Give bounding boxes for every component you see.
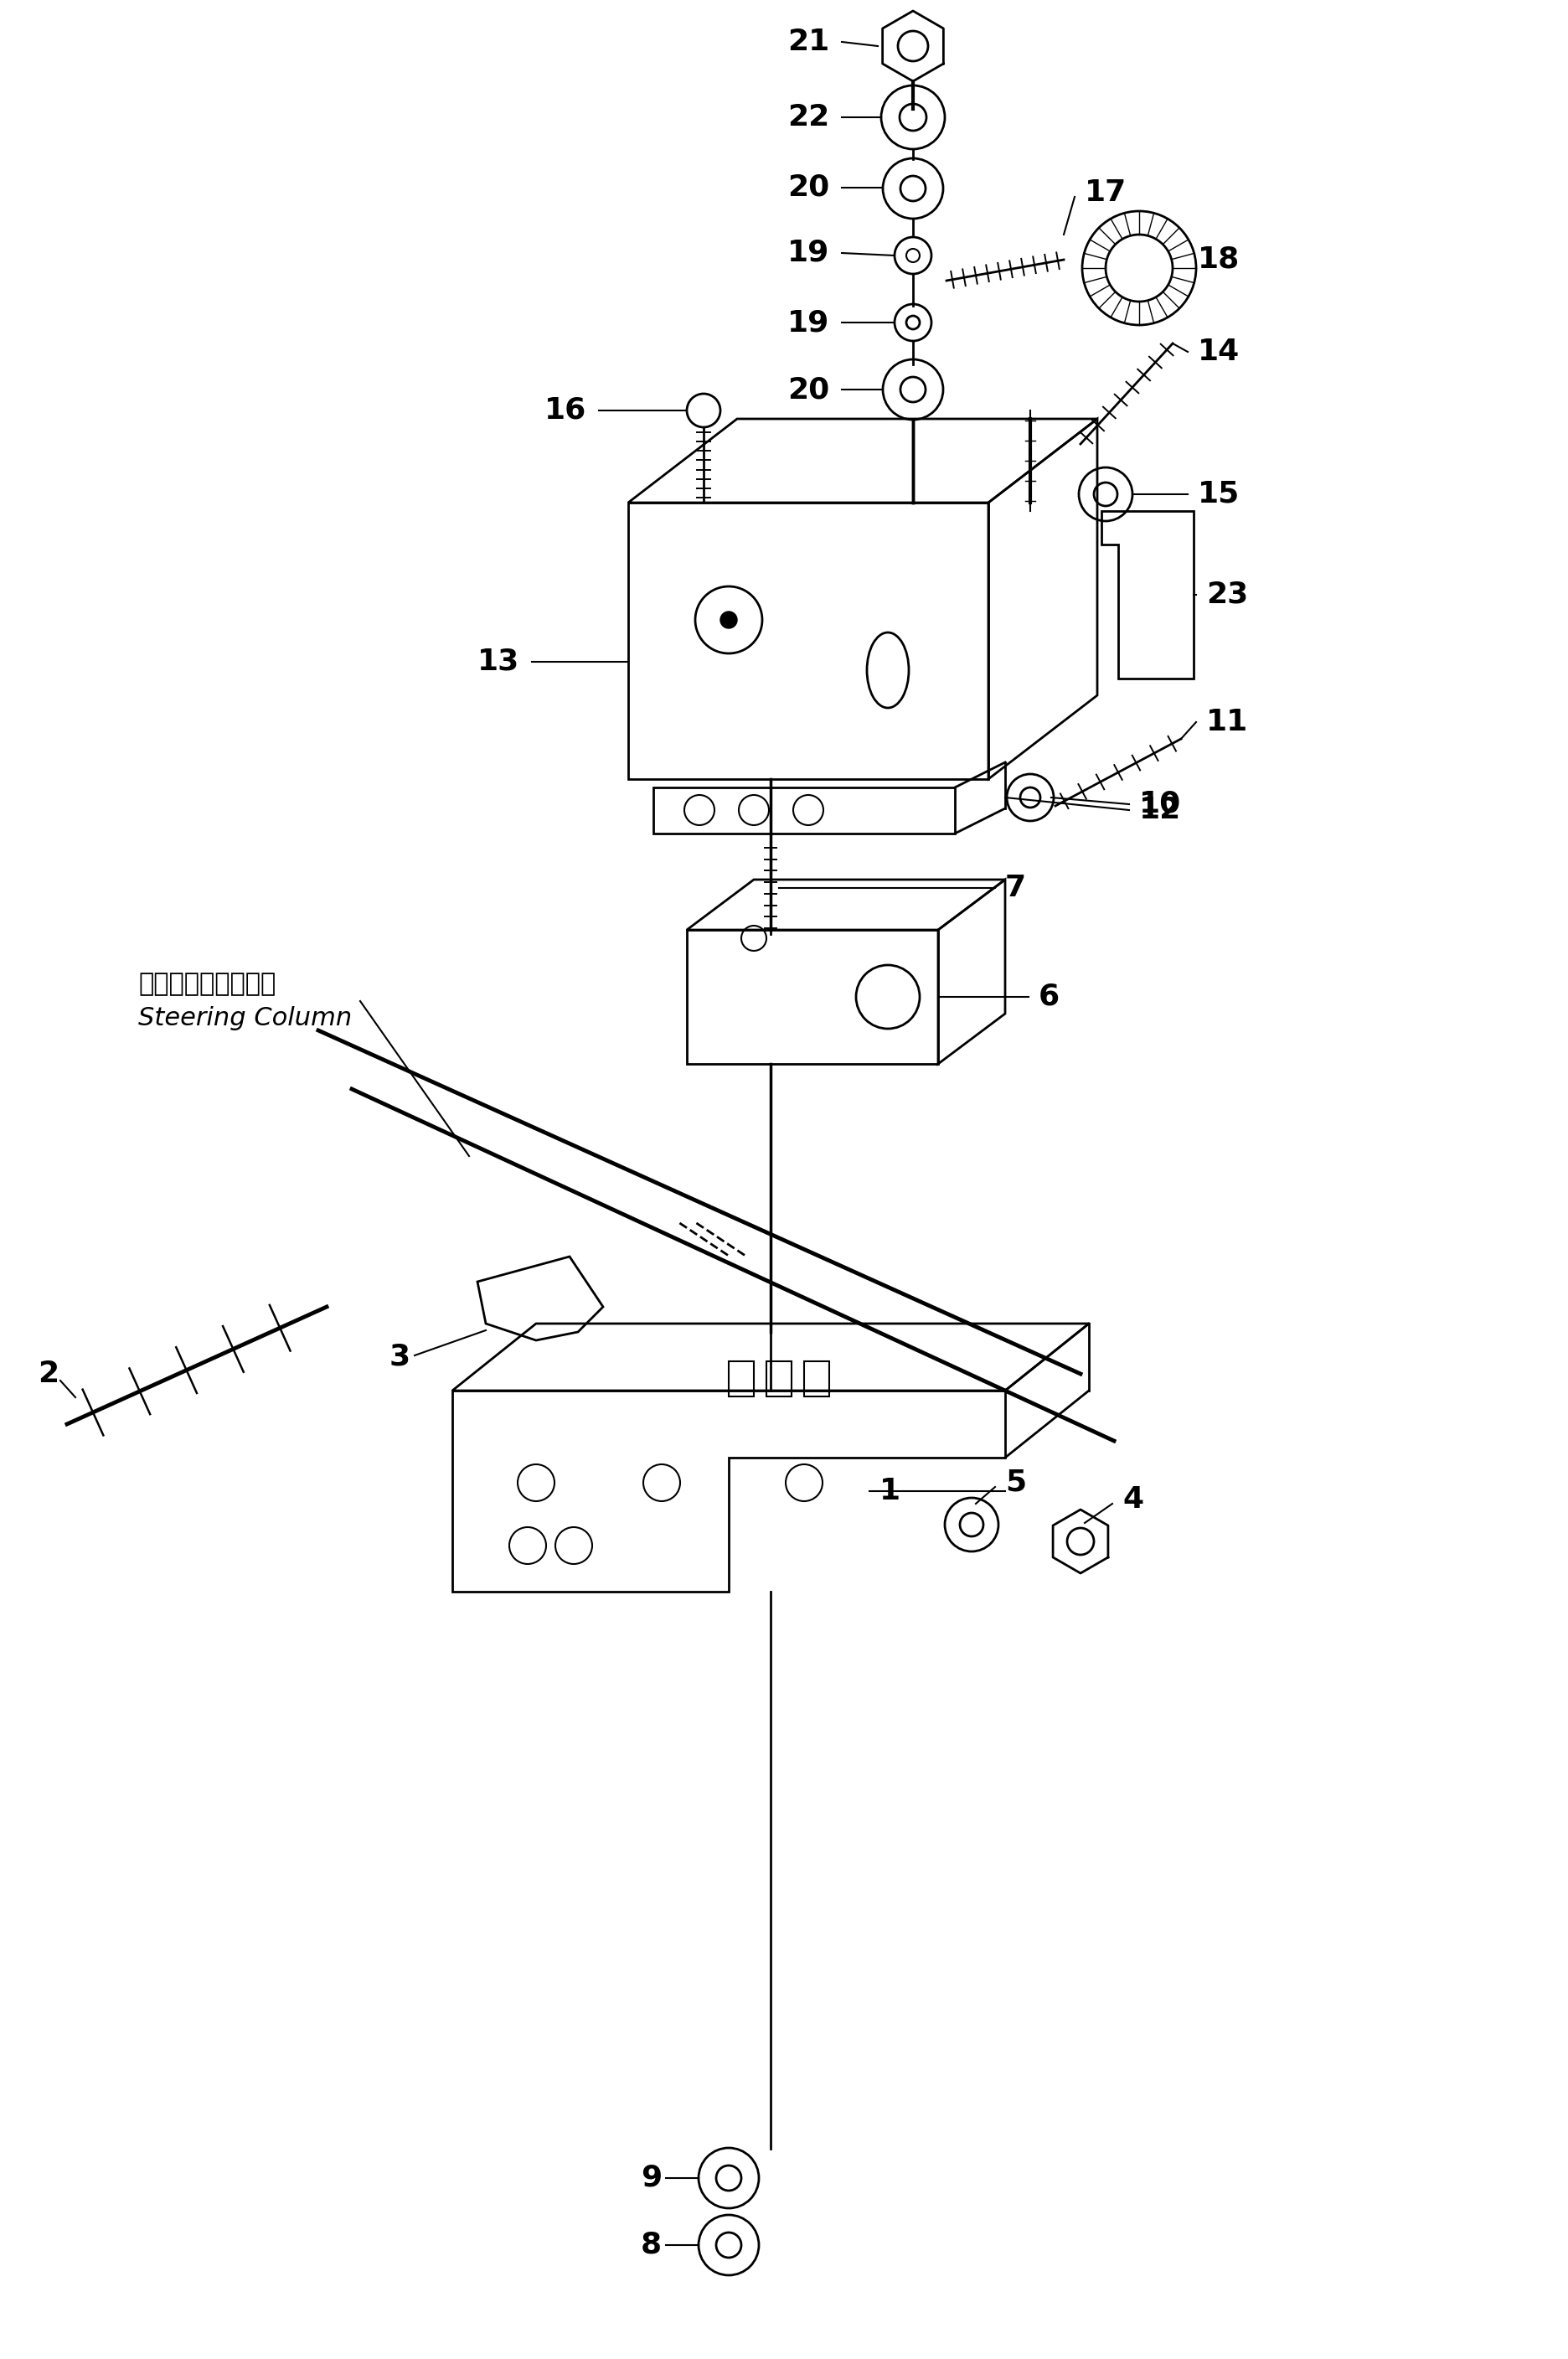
Text: 6: 6 [1038,984,1060,1012]
Text: 21: 21 [787,28,829,57]
Text: 18: 18 [1198,245,1240,274]
Text: 17: 17 [1085,179,1127,208]
Text: 2: 2 [38,1359,58,1387]
Text: 9: 9 [641,2163,662,2192]
Text: 20: 20 [787,375,829,403]
Text: 5: 5 [1005,1470,1025,1498]
Bar [767,1361,792,1397]
Text: 4: 4 [1123,1486,1143,1514]
Text: 19: 19 [787,309,829,337]
Text: 15: 15 [1198,479,1240,510]
Text: 13: 13 [477,649,519,677]
Text: 1: 1 [880,1477,900,1505]
Text: Steering Column: Steering Column [138,1005,351,1031]
Text: 11: 11 [1206,708,1248,736]
Circle shape [720,611,737,627]
Text: 10: 10 [1138,790,1181,819]
Text: 22: 22 [787,104,829,132]
Text: 12: 12 [1138,795,1181,823]
Bar [729,1361,754,1397]
Text: 14: 14 [1198,337,1240,366]
Text: 23: 23 [1206,580,1248,609]
Text: ステアリングコラム: ステアリングコラム [138,972,276,995]
Text: 3: 3 [389,1342,411,1371]
Text: 8: 8 [641,2232,662,2260]
Bar [804,1361,829,1397]
Text: 20: 20 [787,175,829,203]
Text: 16: 16 [544,396,586,425]
Text: 19: 19 [787,238,829,267]
Text: 7: 7 [1005,873,1025,901]
